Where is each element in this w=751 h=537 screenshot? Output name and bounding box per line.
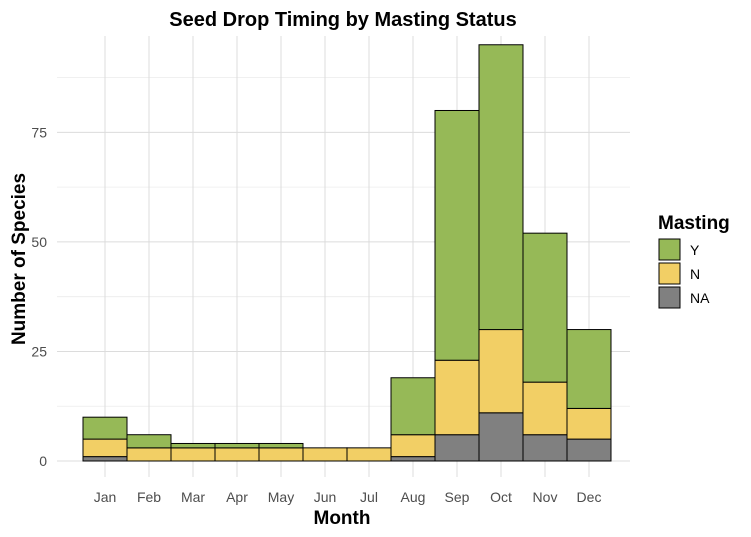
bar-feb-n (126, 447, 172, 462)
bar-mar-y (170, 442, 216, 449)
bar-jun-n (302, 447, 348, 462)
legend-title: Masting (658, 213, 730, 234)
x-tick-label: Nov (533, 489, 558, 505)
legend-label-y: Y (690, 242, 700, 258)
legend-label-n: N (690, 266, 700, 282)
x-tick-label: Jul (360, 489, 378, 505)
bar-apr-n (214, 447, 260, 462)
x-tick-label: May (268, 489, 294, 505)
chart-title: Seed Drop Timing by Masting Status (169, 9, 516, 31)
y-tick-label: 0 (39, 453, 47, 469)
bar-nov-y (522, 232, 568, 383)
bar-aug-na (390, 456, 436, 462)
bar-nov-na (522, 434, 568, 462)
bar-oct-y (478, 44, 524, 331)
x-tick-label: Apr (226, 489, 248, 505)
x-tick-label: Dec (577, 489, 602, 505)
bar-nov-n (522, 381, 568, 436)
bar-oct-n (478, 329, 524, 414)
bar-sep-y (434, 109, 480, 361)
bar-jul-n (346, 447, 392, 462)
bar-aug-y (390, 377, 436, 436)
x-tick-label: Feb (137, 489, 161, 505)
x-tick-label: Aug (401, 489, 426, 505)
bar-aug-n (390, 434, 436, 458)
x-tick-labels: Jan Feb Mar Apr May Jun Jul Aug Sep Oct Nov Dec (94, 489, 602, 505)
bars (82, 44, 612, 462)
bar-feb-y (126, 434, 172, 449)
legend-label-na: NA (690, 290, 710, 306)
legend-swatch-na (658, 286, 681, 309)
y-axis-title: Number of Species (9, 173, 30, 345)
bar-jan-y (82, 416, 128, 440)
bar-oct-na (478, 412, 524, 462)
legend: Masting YN NA (658, 213, 730, 309)
bar-mar-n (170, 447, 216, 462)
x-tick-label: Sep (445, 489, 470, 505)
x-tick-label: Oct (490, 489, 512, 505)
y-tick-label: 25 (31, 343, 47, 359)
legend-swatch-n (658, 262, 681, 285)
bar-may-y (258, 442, 304, 449)
bar-dec-na (566, 438, 612, 462)
bar-may-n (258, 447, 304, 462)
bar-jan-na (82, 456, 128, 462)
x-axis-title: Month (314, 508, 371, 529)
bar-apr-y (214, 442, 260, 449)
bar-dec-n (566, 407, 612, 440)
x-tick-label: Mar (181, 489, 205, 505)
bar-jan-n (82, 438, 128, 458)
bar-sep-n (434, 359, 480, 436)
bar-sep-na (434, 434, 480, 462)
bar-dec-y (566, 329, 612, 409)
y-tick-labels: 0 25 50 75 (31, 124, 47, 469)
y-tick-label: 75 (31, 124, 47, 140)
x-tick-label: Jun (314, 489, 337, 505)
x-tick-label: Jan (94, 489, 117, 505)
legend-swatch-y (658, 238, 681, 261)
y-tick-label: 50 (31, 234, 47, 250)
